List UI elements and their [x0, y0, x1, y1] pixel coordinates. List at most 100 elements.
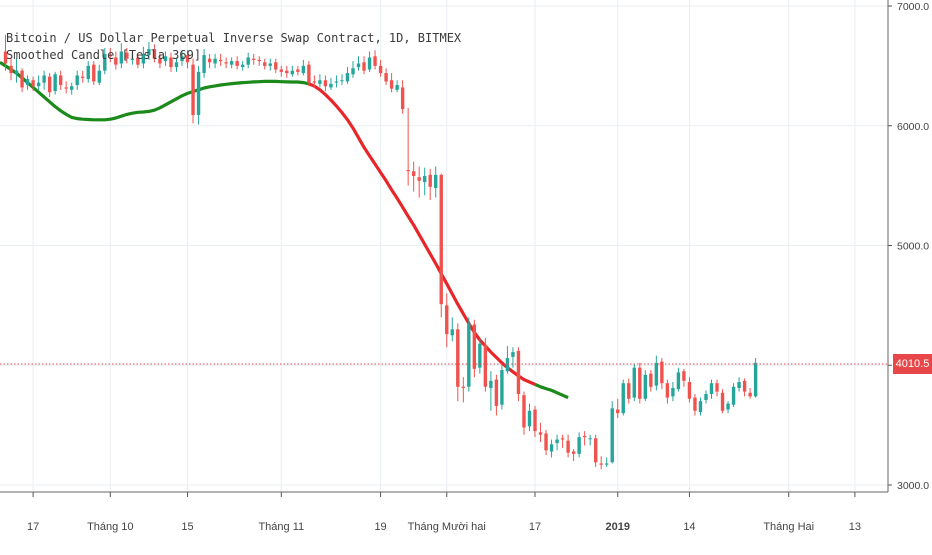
candle-body: [731, 386, 736, 405]
candle: [616, 398, 620, 418]
candle-body: [114, 57, 118, 65]
candle-body: [103, 53, 107, 71]
smoothed-candle-line: [0, 60, 569, 400]
candle: [224, 57, 228, 69]
candle-body: [395, 85, 399, 90]
candle: [158, 53, 162, 69]
candle: [235, 56, 239, 70]
candle-body: [47, 76, 52, 93]
candle: [549, 439, 554, 458]
candle-body: [158, 58, 162, 64]
candle-body: [654, 362, 659, 386]
candle-body: [58, 75, 63, 86]
candle: [660, 358, 664, 390]
candle-body: [119, 51, 124, 64]
candle-body: [610, 408, 614, 463]
candle-body: [14, 70, 19, 75]
candle: [191, 58, 195, 124]
candle: [527, 403, 532, 432]
candle-body: [389, 80, 394, 89]
candle-body: [483, 344, 488, 387]
candle: [726, 401, 730, 414]
candle: [174, 57, 179, 72]
candle: [599, 456, 603, 470]
candle: [720, 389, 725, 414]
candle-body: [698, 401, 703, 412]
candle-body: [367, 57, 372, 70]
candle: [213, 53, 217, 69]
candle: [53, 71, 57, 95]
candle-body: [340, 80, 344, 82]
candle-body: [676, 372, 681, 390]
candle: [422, 167, 427, 196]
candle: [511, 347, 515, 368]
candle: [505, 346, 510, 374]
smoothed-line-bull-segment: [0, 60, 310, 122]
candle: [340, 74, 344, 86]
candle: [411, 161, 416, 192]
candle-body: [257, 59, 261, 62]
x-tick-label: 17: [529, 521, 541, 533]
candle: [147, 41, 151, 60]
candle: [362, 56, 366, 75]
candle-body: [108, 55, 113, 57]
candle: [649, 370, 653, 392]
candle: [70, 82, 74, 95]
candle: [307, 61, 311, 87]
candle-body: [505, 358, 510, 372]
candle-body: [285, 70, 289, 74]
candle: [163, 51, 168, 66]
candle: [47, 73, 52, 98]
candle-body: [378, 65, 383, 74]
candle-body: [544, 433, 548, 451]
candle: [252, 53, 256, 65]
chart-title: Bitcoin / US Dollar Perpetual Inverse Sw…: [6, 31, 462, 45]
candle-body: [720, 392, 725, 411]
candle-body: [434, 174, 438, 189]
candle: [180, 51, 184, 66]
candle: [42, 70, 46, 90]
smoothed-line-bull-segment: [534, 382, 569, 400]
candle: [229, 57, 234, 69]
candle: [544, 429, 548, 456]
candle-body: [709, 383, 714, 394]
candle-body: [605, 463, 609, 465]
candle-body: [467, 323, 471, 387]
candle: [97, 64, 101, 86]
candle-body: [582, 435, 587, 438]
candle-body: [163, 56, 168, 62]
candle: [571, 449, 576, 462]
candle: [279, 65, 283, 77]
candle-body: [748, 392, 752, 397]
candle-body: [621, 383, 625, 414]
candle: [268, 58, 272, 71]
candle-body: [191, 64, 195, 115]
candle: [698, 397, 703, 416]
candle: [345, 67, 350, 84]
candle: [406, 107, 410, 186]
candle-body: [599, 463, 603, 465]
candle-body: [290, 70, 295, 75]
candle-body: [274, 62, 278, 70]
candle: [141, 46, 146, 69]
candle: [434, 166, 438, 198]
candle-body: [240, 64, 245, 68]
candle: [704, 390, 708, 404]
candle-body: [268, 63, 272, 66]
y-tick-label: 6000.0: [897, 121, 929, 133]
candle-body: [489, 380, 493, 389]
candle: [522, 391, 526, 435]
candle-body: [632, 367, 636, 398]
candle-body: [533, 409, 537, 432]
candle: [3, 34, 8, 71]
candle: [290, 65, 295, 77]
candle-body: [229, 61, 234, 65]
candle-body: [500, 370, 504, 405]
candle: [516, 347, 521, 402]
grid: [0, 0, 888, 492]
candle-body: [549, 444, 554, 452]
candle-body: [726, 403, 730, 410]
candle: [323, 75, 328, 92]
